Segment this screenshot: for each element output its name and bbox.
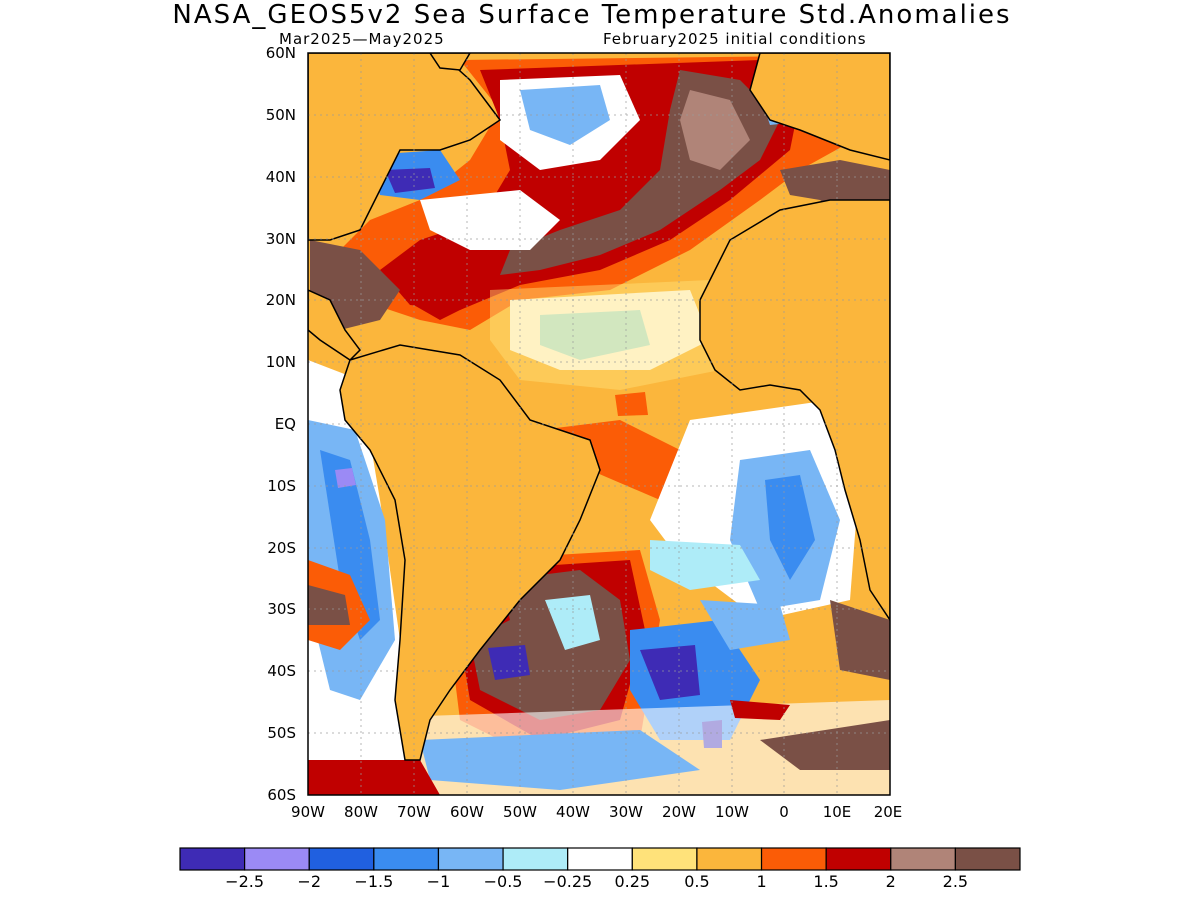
colorbar-swatch xyxy=(567,847,633,871)
lat-label: 50N xyxy=(265,106,296,124)
anomaly-patch xyxy=(308,750,440,795)
lat-label: 10S xyxy=(267,477,296,495)
anomaly-patch xyxy=(335,468,356,488)
colorbar xyxy=(179,847,1021,871)
colorbar-swatch xyxy=(631,847,698,871)
lon-label: 40W xyxy=(556,803,590,821)
anomaly-patch xyxy=(308,585,350,625)
lon-label: 70W xyxy=(397,803,431,821)
colorbar-label: −0.25 xyxy=(543,872,593,891)
land xyxy=(308,53,890,761)
colorbar-swatch xyxy=(437,847,504,871)
anomaly-patch xyxy=(545,595,600,650)
lat-label: 40S xyxy=(267,662,296,680)
anomaly-patch xyxy=(420,730,700,790)
lat-label: 20S xyxy=(267,539,296,557)
europe xyxy=(749,53,890,161)
lon-label: 10W xyxy=(715,803,749,821)
chart-title: NASA_GEOS5v2 Sea Surface Temperature Std… xyxy=(172,0,1012,30)
lon-label: 90W xyxy=(291,803,325,821)
colorbar-swatch xyxy=(825,847,892,871)
anomaly-patch xyxy=(520,85,610,145)
colorbar-swatch xyxy=(244,847,310,871)
anomaly-patch xyxy=(385,168,435,193)
colorbar-label: −1 xyxy=(426,872,451,891)
colorbar-label: 0.25 xyxy=(614,872,651,891)
north-america xyxy=(308,53,502,241)
colorbar-label: −2.5 xyxy=(225,872,265,891)
anomaly-patch xyxy=(760,720,890,770)
colorbar-swatch xyxy=(179,847,246,871)
lat-label: EQ xyxy=(274,415,296,433)
anomaly-patch xyxy=(488,645,530,680)
lon-label: 20W xyxy=(662,803,696,821)
lat-label: 20N xyxy=(265,291,296,309)
anomaly-patch xyxy=(730,700,790,720)
lat-label: 50S xyxy=(267,724,296,742)
anomaly-patch xyxy=(700,600,790,650)
lon-label: 60W xyxy=(450,803,484,821)
colorbar-swatch xyxy=(373,847,440,871)
lat-label: 40N xyxy=(265,168,296,186)
map-frame xyxy=(307,52,891,796)
lon-label: 0 xyxy=(779,803,789,821)
colorbar-swatch xyxy=(890,847,956,871)
anomaly-patch xyxy=(765,475,815,580)
anomaly-patch xyxy=(405,260,480,320)
colorbar-swatch xyxy=(308,847,375,871)
colorbar-label: 2.5 xyxy=(942,872,969,891)
colorbar-label: 1 xyxy=(756,872,767,891)
anomaly-patch xyxy=(615,392,648,416)
lat-label: 10N xyxy=(265,353,296,371)
anomaly-patch xyxy=(420,190,560,250)
central-america xyxy=(308,289,361,361)
anomaly-patches xyxy=(308,55,890,795)
lon-label: 10E xyxy=(822,803,852,821)
graticule xyxy=(308,53,890,795)
lon-label: 30W xyxy=(609,803,643,821)
lon-label: 80W xyxy=(344,803,378,821)
greenland xyxy=(429,53,471,71)
lat-label: 60N xyxy=(265,44,296,62)
lat-label: 30N xyxy=(265,230,296,248)
colorbar-label: −2 xyxy=(297,872,322,891)
lon-label: 50W xyxy=(503,803,537,821)
colorbar-label: 1.5 xyxy=(813,872,839,891)
colorbar-label: 2 xyxy=(885,872,896,891)
colorbar-swatch xyxy=(760,847,827,871)
anomaly-patch xyxy=(830,600,890,680)
forecast-period: Mar2025—May2025 xyxy=(279,30,445,48)
colorbar-swatch xyxy=(954,847,1021,871)
anomaly-patch xyxy=(490,280,720,390)
lat-label: 30S xyxy=(267,600,296,618)
colorbar-label: 0.5 xyxy=(684,872,710,891)
anomaly-patch xyxy=(640,645,700,700)
anomaly-patch xyxy=(320,450,380,640)
colorbar-label: −0.5 xyxy=(483,872,523,891)
south-america xyxy=(339,344,601,761)
colorbar-swatch xyxy=(502,847,569,871)
lat-label: 60S xyxy=(267,786,296,804)
anomaly-patch xyxy=(540,310,650,360)
colorbar-label: −1.5 xyxy=(354,872,394,891)
colorbar-swatch xyxy=(696,847,763,871)
lon-label: 20E xyxy=(873,803,903,821)
initial-conditions: February2025 initial conditions xyxy=(603,30,867,48)
